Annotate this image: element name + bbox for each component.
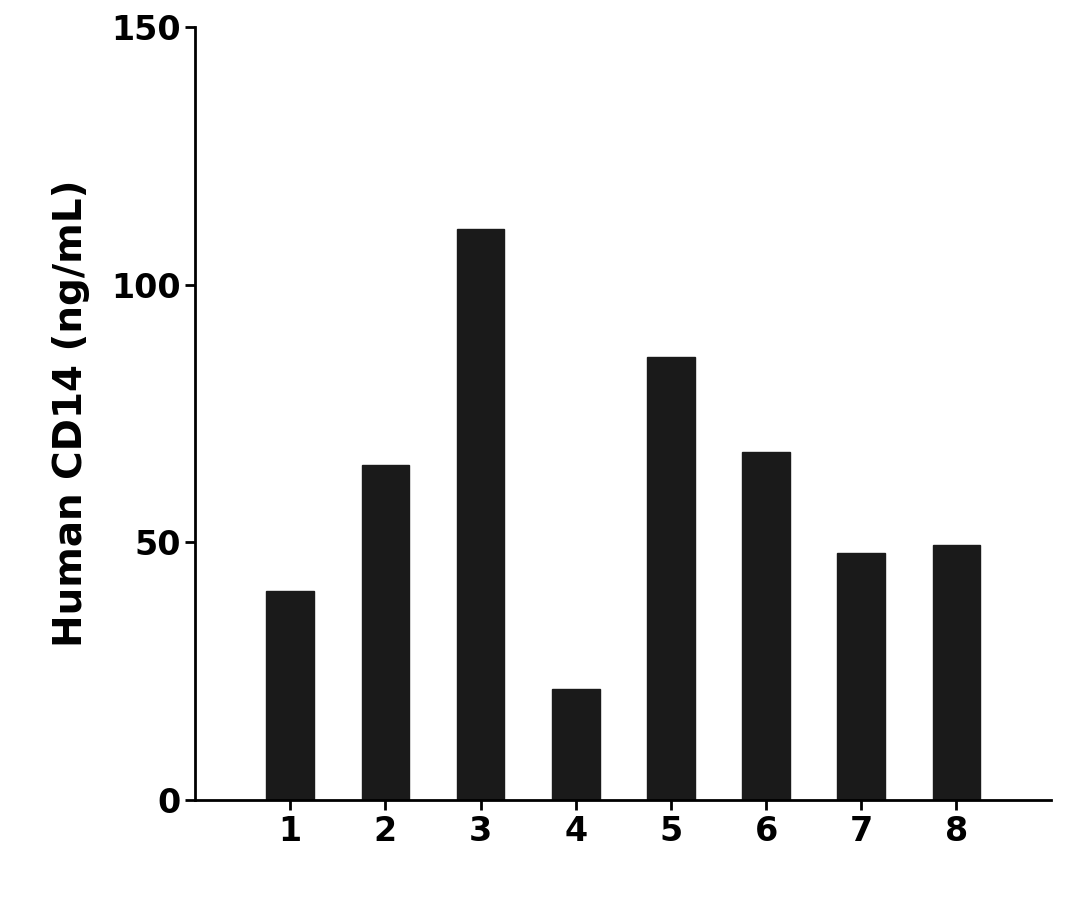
Bar xyxy=(362,465,410,800)
Bar xyxy=(552,689,599,800)
Bar xyxy=(743,453,790,800)
Y-axis label: Human CD14 (ng/mL): Human CD14 (ng/mL) xyxy=(52,180,90,647)
Bar xyxy=(267,592,314,800)
Bar xyxy=(932,545,980,800)
Bar xyxy=(456,229,504,800)
Bar xyxy=(837,553,885,800)
Bar xyxy=(647,357,695,800)
